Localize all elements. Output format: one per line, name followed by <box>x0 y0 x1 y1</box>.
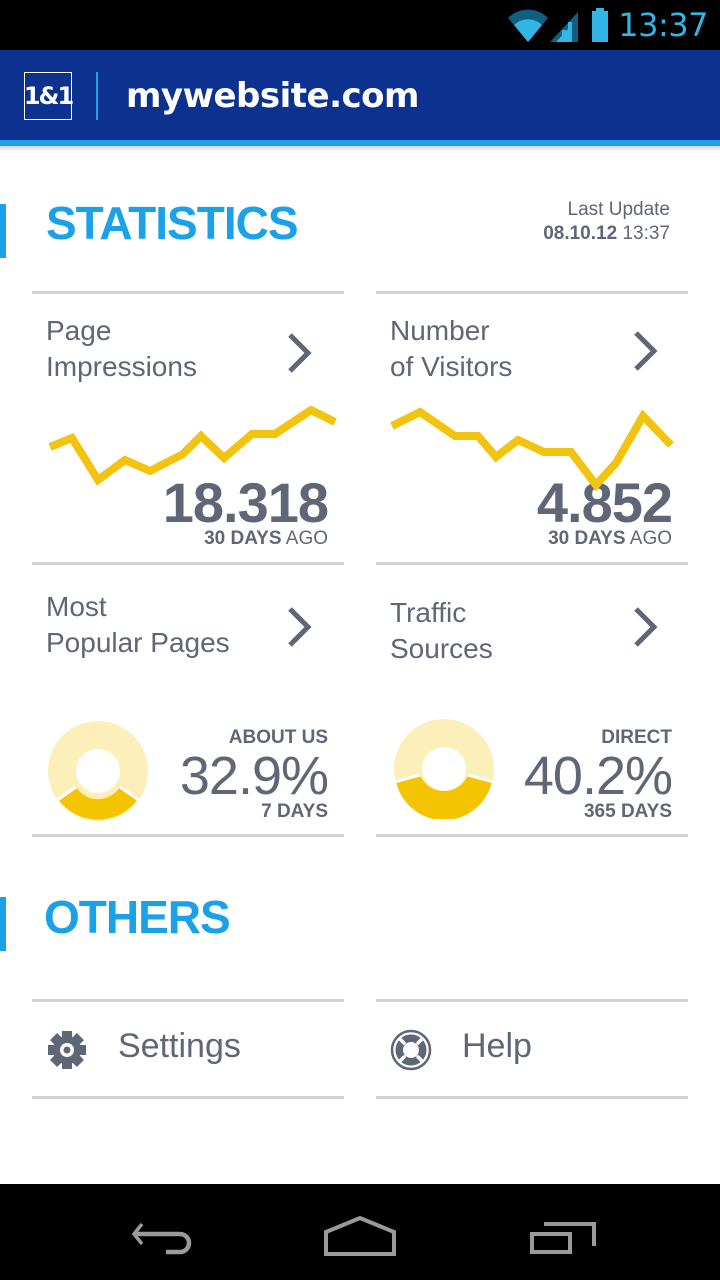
status-bar: 13:37 <box>0 0 720 50</box>
statistics-heading: STATISTICS <box>46 197 299 249</box>
settings-label: Settings <box>118 1027 241 1065</box>
back-icon[interactable] <box>120 1206 200 1256</box>
top-source-category: DIRECT <box>601 727 672 748</box>
period-label: 30 DAYS AGO <box>204 529 328 549</box>
donut-chart-icon <box>394 719 494 819</box>
system-nav-bar <box>0 1184 720 1280</box>
period-label: 7 DAYS <box>261 801 328 822</box>
divider <box>32 999 344 1002</box>
tile-label: Page Impressions <box>46 313 197 385</box>
period-bold: 30 DAYS <box>204 528 282 549</box>
others-heading: OTHERS <box>44 891 231 943</box>
chevron-right-icon[interactable] <box>630 329 660 373</box>
tile-page-impressions[interactable]: Page Impressions 18.318 30 DAYS AGO <box>32 291 344 565</box>
tile-label-line1: Number <box>390 315 490 346</box>
divider <box>32 562 344 565</box>
divider <box>376 291 688 294</box>
tile-most-popular-pages[interactable]: Most Popular Pages ABOUT US 32.9% 7 DAYS <box>32 565 344 837</box>
tile-number-of-visitors[interactable]: Number of Visitors 4.852 30 DAYS AGO <box>376 291 688 565</box>
logo-divider <box>96 72 98 120</box>
last-update-time: 13:37 <box>622 223 670 244</box>
period-suffix: AGO <box>285 528 328 549</box>
donut-chart-icon <box>48 721 148 821</box>
divider <box>376 1096 688 1099</box>
top-page-category: ABOUT US <box>228 727 328 748</box>
tile-label: Traffic Sources <box>390 595 493 667</box>
tile-label-line2: Popular Pages <box>46 627 230 658</box>
last-update-label: Last Update <box>567 199 670 220</box>
divider <box>376 834 688 837</box>
tile-label-line1: Traffic <box>390 597 467 628</box>
wifi-icon <box>508 9 548 42</box>
period-suffix: AGO <box>629 528 672 549</box>
visitors-value: 4.852 <box>536 471 673 534</box>
chevron-right-icon[interactable] <box>284 331 314 375</box>
battery-icon <box>592 8 608 42</box>
chevron-right-icon[interactable] <box>630 605 660 649</box>
section-marker <box>0 897 6 951</box>
tile-label: Number of Visitors <box>390 313 512 385</box>
divider <box>376 999 688 1002</box>
tile-traffic-sources[interactable]: Traffic Sources DIRECT 40.2% 365 DAYS <box>376 565 688 837</box>
last-update-date: 08.10.12 <box>543 223 618 244</box>
chevron-right-icon[interactable] <box>284 605 314 649</box>
settings-button[interactable]: Settings <box>32 999 344 1099</box>
site-title[interactable]: mywebsite.com <box>126 76 419 116</box>
tile-label-line1: Most <box>46 591 107 622</box>
top-page-percentage: 32.9% <box>179 746 329 806</box>
status-icons <box>508 8 608 42</box>
page-impressions-value: 18.318 <box>162 471 329 534</box>
period-label: 30 DAYS AGO <box>548 529 672 549</box>
app-bar: 1&1 mywebsite.com <box>0 50 720 152</box>
home-icon[interactable] <box>320 1206 400 1256</box>
period-bold: 30 DAYS <box>548 528 626 549</box>
recent-apps-icon[interactable] <box>524 1206 604 1256</box>
app-bar-shadow <box>0 146 720 152</box>
tile-label-line1: Page <box>46 315 112 346</box>
section-marker <box>0 204 6 258</box>
top-source-percentage: 40.2% <box>523 746 673 806</box>
help-button[interactable]: Help <box>376 999 688 1099</box>
divider <box>376 562 688 565</box>
last-update: Last Update 08.10.12 13:37 <box>543 198 670 246</box>
divider <box>32 1096 344 1099</box>
divider <box>32 834 344 837</box>
tile-label-line2: of Visitors <box>390 351 513 382</box>
period-label: 365 DAYS <box>583 801 672 822</box>
brand-logo[interactable]: 1&1 <box>24 72 74 120</box>
tile-label-line2: Impressions <box>46 351 197 382</box>
tile-label-line2: Sources <box>390 633 493 664</box>
gear-icon <box>48 1031 86 1069</box>
tile-label: Most Popular Pages <box>46 589 230 661</box>
lifebuoy-icon <box>390 1029 432 1071</box>
app-bar-accent-line <box>0 140 720 146</box>
divider <box>32 291 344 294</box>
signal-icon <box>550 12 578 42</box>
clock: 13:37 <box>618 6 708 44</box>
help-label: Help <box>462 1027 532 1065</box>
